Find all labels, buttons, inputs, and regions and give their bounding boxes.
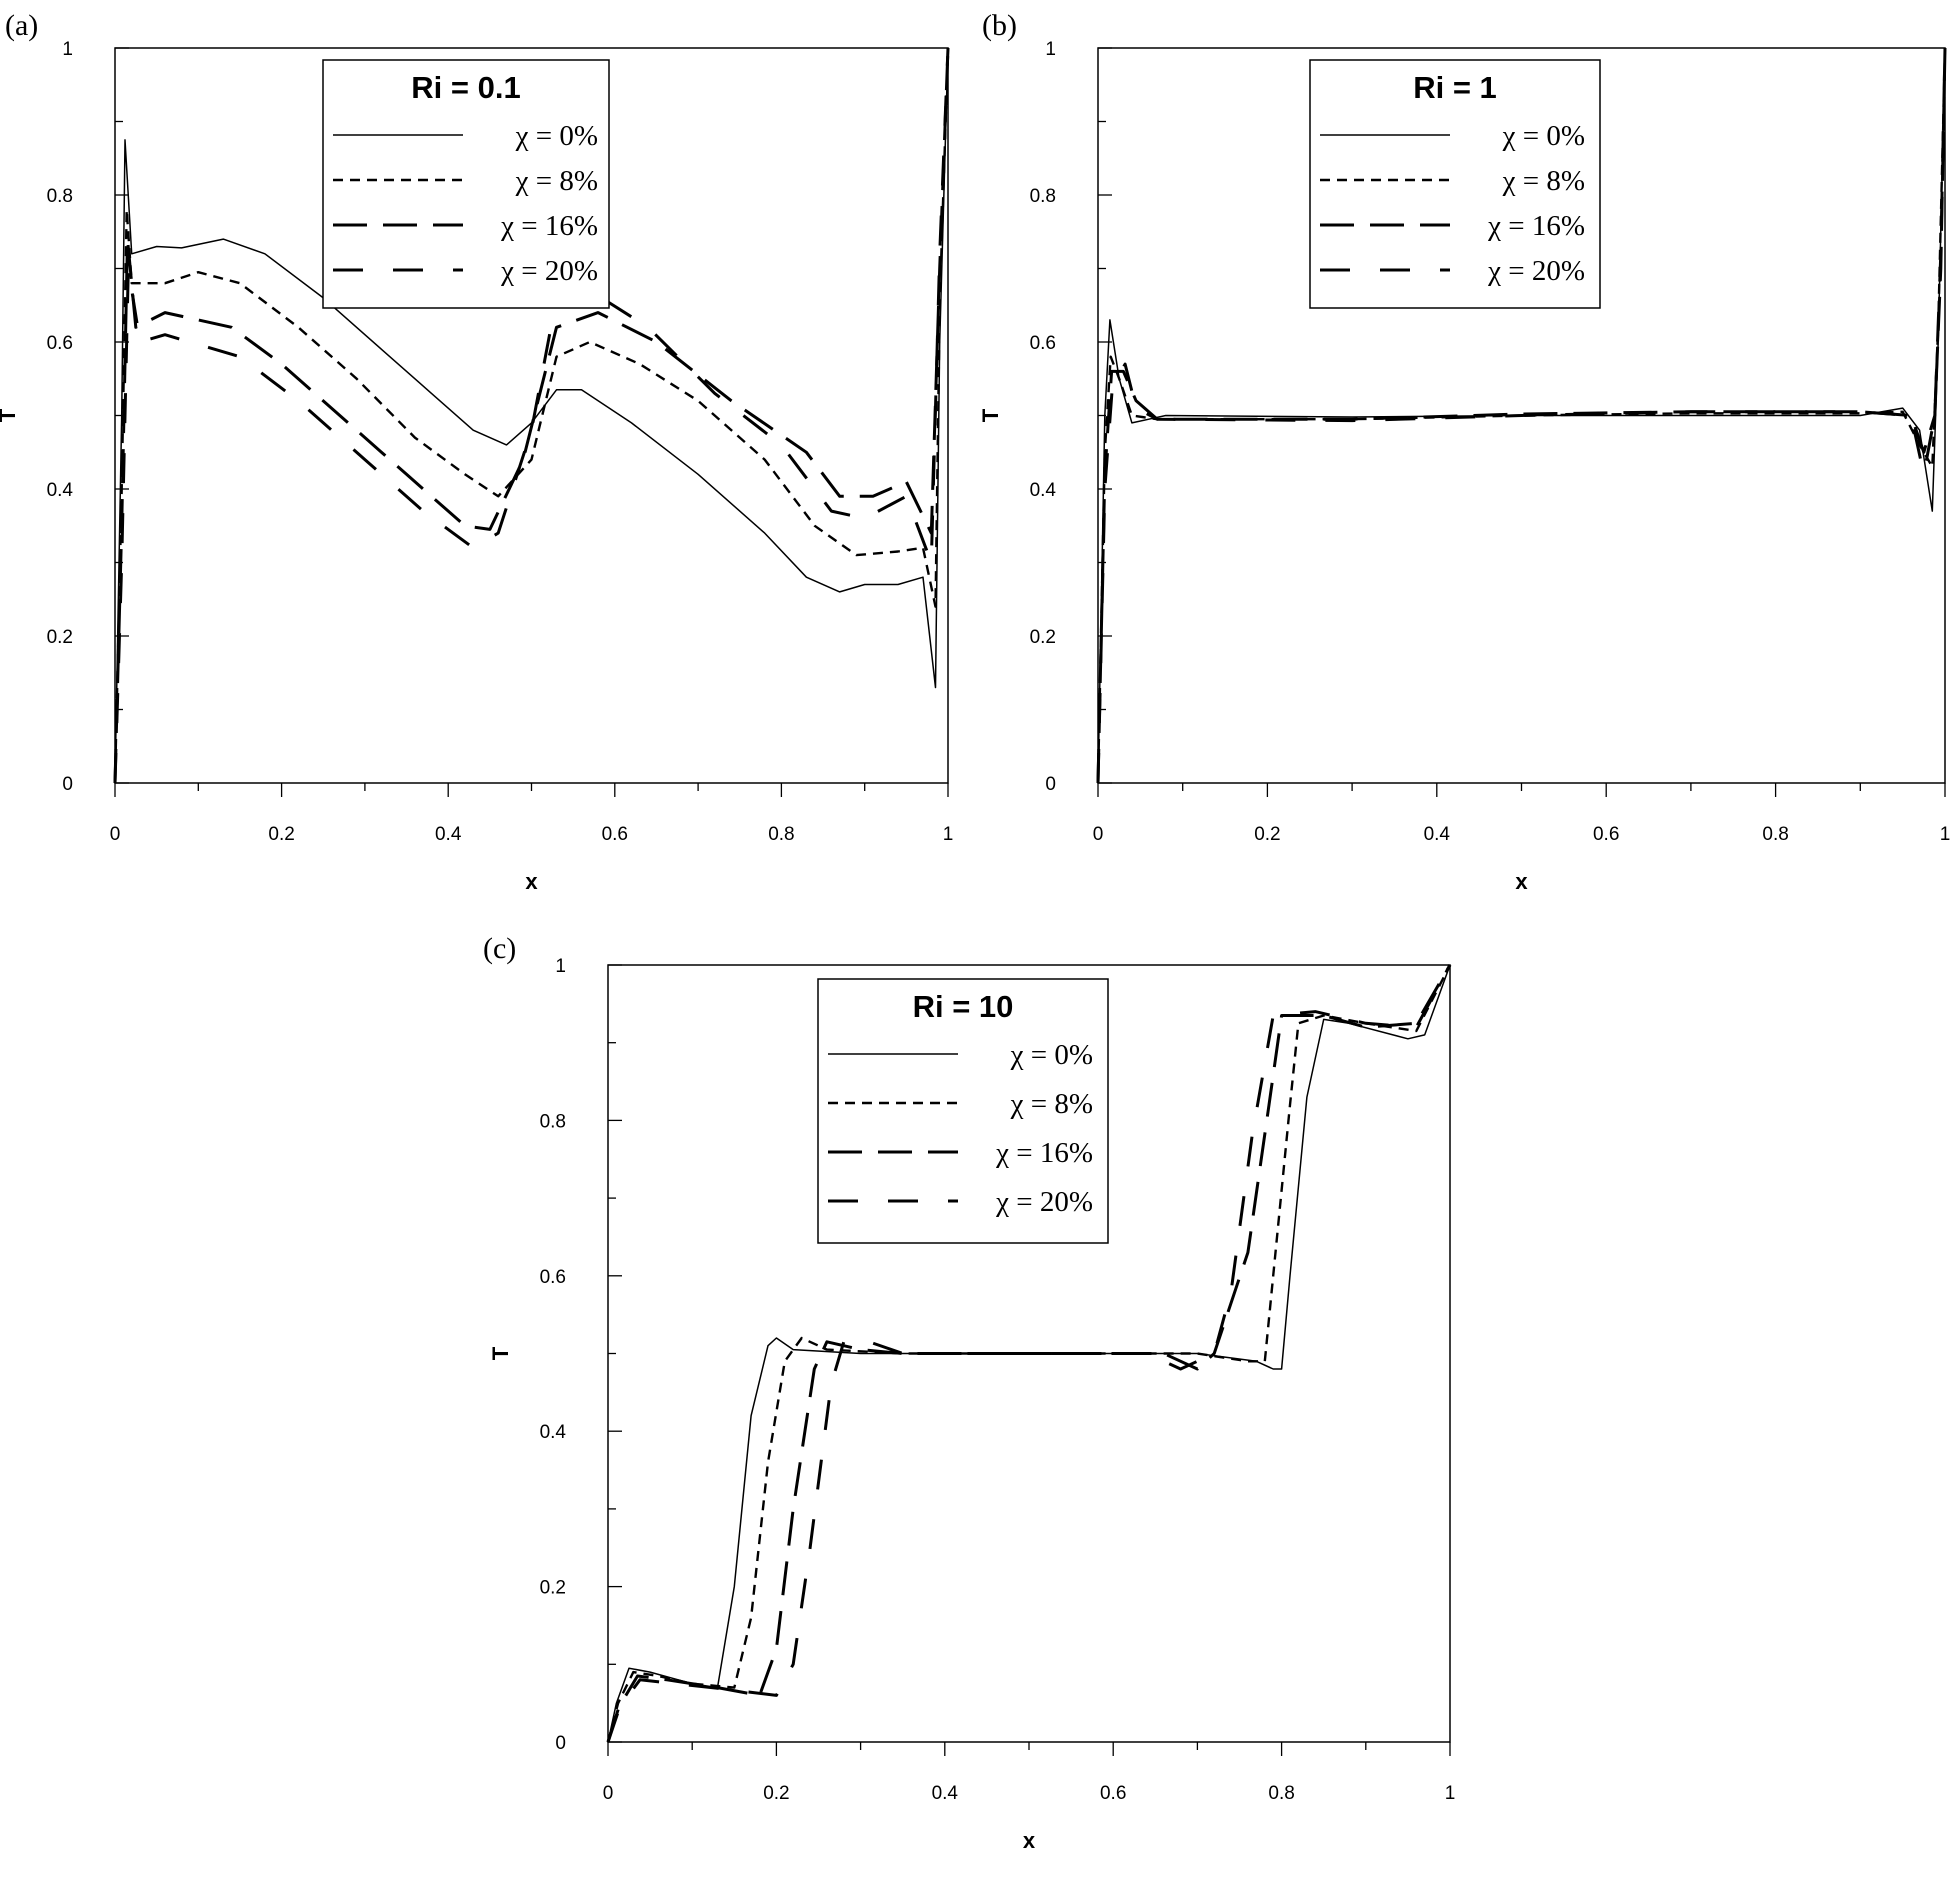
panel-label: (c) — [483, 932, 516, 965]
x-tick-label: 0.8 — [768, 824, 794, 845]
x-tick-label: 0.2 — [1254, 824, 1280, 845]
legend-title: Ri = 10 — [913, 989, 1014, 1024]
y-tick-label: 0.6 — [1030, 333, 1056, 354]
series-line-4 — [1096, 47, 1947, 784]
x-tick-label: 0.2 — [268, 824, 294, 845]
y-tick-label: 0.8 — [540, 1111, 566, 1132]
x-tick-label: 0.6 — [602, 824, 628, 845]
x-tick-label: 0.4 — [435, 824, 462, 845]
x-axis-label: x — [525, 869, 538, 894]
y-tick-label: 1 — [62, 39, 73, 60]
y-tick-label: 0.8 — [47, 186, 73, 207]
legend-entry: χ = 16% — [500, 210, 598, 242]
panel-label: (a) — [5, 9, 38, 42]
y-tick-label: 0.6 — [47, 333, 73, 354]
y-tick-label: 0 — [555, 1733, 566, 1754]
legend-entry: χ = 0% — [1502, 120, 1585, 152]
legend-entry: χ = 20% — [995, 1186, 1093, 1218]
legend-entry: χ = 16% — [995, 1137, 1093, 1169]
x-tick-label: 0.6 — [1100, 1783, 1126, 1804]
legend-entry: χ = 20% — [500, 255, 598, 287]
legend-box — [322, 59, 610, 309]
series-line-2 — [113, 47, 950, 784]
x-axis-label: x — [1515, 869, 1528, 894]
legend-entry: χ = 8% — [1502, 165, 1585, 197]
legend-entry: χ = 8% — [515, 165, 598, 197]
series-line-4 — [606, 964, 1452, 1743]
legend: Ri = 10 χ = 0% χ = 8% χ = 16% χ = 20% — [817, 978, 1109, 1244]
y-tick-label: 1 — [555, 956, 566, 977]
y-tick-label: 0.2 — [1030, 627, 1056, 648]
y-tick-label: 0.4 — [47, 480, 74, 501]
chart-panel-3: (c) 0 0.2 0.4 0.6 0.8 1 0 0.2 0.4 0.6 0.8 1 x T Ri = 10… — [483, 932, 1455, 1853]
x-axis-label: x — [1023, 1828, 1036, 1853]
y-tick-label: 0.2 — [47, 627, 73, 648]
y-axis-label: T — [0, 408, 20, 422]
series-line-3 — [1096, 47, 1947, 784]
legend-box — [1309, 59, 1601, 309]
x-tick-label: 1 — [1445, 1783, 1456, 1804]
y-tick-label: 0.8 — [1030, 186, 1056, 207]
legend-entry: χ = 0% — [1010, 1039, 1093, 1071]
y-tick-label: 0.2 — [540, 1578, 566, 1599]
legend: Ri = 0.1 χ = 0% χ = 8% χ = 16% χ = 20% — [322, 59, 610, 309]
series-line-3 — [113, 47, 950, 784]
x-tick-label: 0 — [1093, 824, 1104, 845]
series-line-4 — [113, 47, 950, 784]
legend-entry: χ = 16% — [1487, 210, 1585, 242]
y-tick-label: 0 — [62, 774, 73, 795]
legend: Ri = 1χ = 0% χ = 8% χ = 16% χ = 20% — [1309, 59, 1601, 309]
y-axis-label: T — [488, 1346, 513, 1360]
chart-panel-1: (a) 0 0.2 0.4 0.6 0.8 1 0 0.2 0.4 0.6 0.8 1 x T Ri = 0.… — [0, 9, 953, 894]
y-axis-label: T — [978, 408, 1003, 422]
legend-box — [817, 978, 1109, 1244]
x-tick-label: 0.4 — [932, 1783, 959, 1804]
legend-title: Ri = 0.1 — [411, 70, 520, 105]
legend-entry: χ = 0% — [515, 120, 598, 152]
legend-entry: χ = 8% — [1010, 1088, 1093, 1120]
panel-label: (b) — [982, 9, 1017, 42]
y-tick-label: 0.4 — [540, 1422, 567, 1443]
x-tick-label: 0 — [110, 824, 121, 845]
y-tick-label: 1 — [1045, 39, 1056, 60]
x-tick-label: 0.6 — [1593, 824, 1619, 845]
x-tick-label: 0.4 — [1424, 824, 1451, 845]
x-tick-label: 1 — [943, 824, 954, 845]
x-tick-label: 0.2 — [763, 1783, 789, 1804]
x-tick-label: 0.8 — [1762, 824, 1788, 845]
series-line-3 — [606, 964, 1452, 1743]
y-tick-label: 0.4 — [1030, 480, 1057, 501]
x-tick-label: 0 — [603, 1783, 614, 1804]
legend-entry: χ = 20% — [1487, 255, 1585, 287]
y-tick-label: 0 — [1045, 774, 1056, 795]
y-tick-label: 0.6 — [540, 1267, 566, 1288]
legend-title: Ri = 1 — [1413, 70, 1497, 105]
x-tick-label: 1 — [1940, 824, 1950, 845]
x-tick-label: 0.8 — [1268, 1783, 1294, 1804]
